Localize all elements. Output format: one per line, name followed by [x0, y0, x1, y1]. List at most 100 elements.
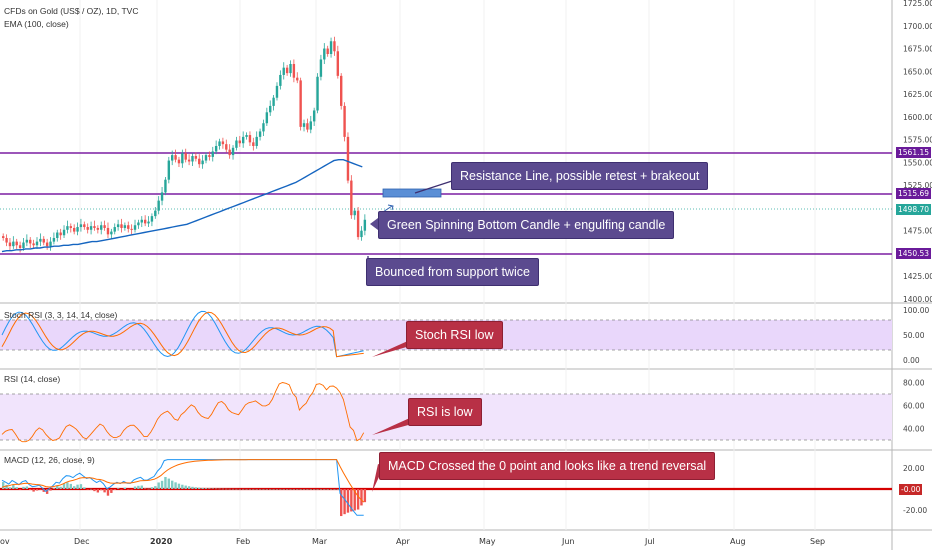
macd-histogram-bar: [296, 488, 299, 490]
macd-histogram-bar: [269, 488, 272, 490]
macd-histogram-bar: [79, 484, 83, 489]
candle: [12, 241, 15, 247]
macd-histogram-bar: [299, 488, 302, 490]
candle: [343, 105, 346, 137]
candle: [228, 149, 231, 156]
macd-histogram-bar: [306, 488, 309, 490]
macd-histogram-bar: [52, 488, 56, 489]
macd-annotation[interactable]: MACD Crossed the 0 point and looks like …: [379, 452, 716, 480]
candle: [363, 219, 367, 231]
bounced-annotation[interactable]: Bounced from support twice: [366, 258, 539, 286]
macd-histogram-bar: [282, 488, 285, 490]
candle: [106, 227, 110, 235]
macd-histogram-bar: [133, 486, 137, 489]
macd-histogram-bar: [29, 489, 32, 491]
macd-histogram-bar: [252, 488, 255, 490]
candle: [177, 159, 181, 164]
macd-histogram-bar: [147, 488, 150, 490]
candle: [258, 131, 262, 137]
ema-legend[interactable]: EMA (100, close): [4, 19, 69, 29]
macd-histogram-bar: [340, 489, 343, 517]
price-tick-label: 1575.00: [903, 136, 932, 145]
macd-histogram-bar: [66, 482, 69, 489]
macd-histogram-bar: [59, 486, 62, 489]
candle: [346, 136, 350, 181]
macd-histogram-bar: [181, 484, 184, 489]
macd-histogram-bar: [137, 485, 140, 489]
time-label: Dec: [74, 537, 90, 546]
candle: [221, 141, 225, 145]
candle: [59, 232, 62, 236]
candle: [248, 135, 252, 143]
macd-histogram-bar: [177, 483, 181, 489]
macd-histogram-bar: [157, 482, 160, 489]
time-label-nov: ov: [0, 537, 10, 546]
candle: [167, 160, 171, 180]
candle: [127, 225, 130, 229]
macd-histogram-bar: [120, 489, 123, 490]
macd-histogram-bar: [360, 489, 363, 506]
macd-histogram-bar: [167, 478, 171, 489]
candle: [319, 59, 323, 77]
macd-histogram-bar: [194, 487, 198, 489]
stoch-rsi-legend[interactable]: Stoch RSI (3, 3, 14, 14, close): [4, 310, 118, 320]
candle: [211, 151, 214, 157]
candle: [42, 238, 45, 243]
macd-histogram-bar: [110, 489, 113, 493]
candle: [29, 239, 32, 244]
candle: [194, 156, 198, 159]
candle: [184, 153, 187, 160]
macd-histogram-bar: [130, 489, 133, 490]
macd-histogram-bar: [333, 488, 336, 490]
macd-histogram-bar: [201, 487, 204, 489]
stoch-k-line: [1, 310, 364, 358]
macd-histogram-bar: [329, 488, 333, 490]
resistance-annotation[interactable]: Resistance Line, possible retest + brake…: [451, 162, 709, 190]
macd-histogram-bar: [265, 488, 269, 490]
macd-histogram-bar: [89, 488, 93, 490]
macd-histogram-bar: [245, 488, 248, 490]
time-label: May: [479, 537, 496, 546]
candle: [323, 48, 326, 60]
rsi-legend[interactable]: RSI (14, close): [4, 374, 61, 384]
time-label: Mar: [312, 537, 328, 546]
price-tick-label: 1400.00: [903, 295, 932, 304]
spinning-candle-annotation[interactable]: Green Spinning Bottom Candle + engulfing…: [378, 211, 675, 239]
macd-histogram-bar: [214, 488, 218, 490]
macd-histogram-bar: [150, 487, 154, 489]
price-tag-resistance: 1515.69: [896, 188, 932, 199]
macd-histogram-bar: [49, 489, 52, 491]
candle: [208, 155, 211, 157]
symbol-title[interactable]: CFDs on Gold (US$ / OZ), 1D, TVC: [4, 6, 139, 16]
macd-histogram-bar: [143, 488, 147, 490]
macd-legend[interactable]: MACD (12, 26, close, 9): [4, 455, 95, 465]
macd-histogram-bar: [326, 488, 329, 490]
macd-histogram-bar: [312, 488, 316, 490]
retest-zone-box[interactable]: [382, 188, 442, 198]
candle: [336, 51, 340, 76]
candle: [96, 227, 100, 230]
candle: [225, 144, 228, 150]
price-tick-label: 1675.00: [903, 45, 932, 54]
macd-histogram-bar: [241, 488, 245, 490]
candle: [245, 135, 248, 137]
macd-histogram-bar: [116, 488, 120, 489]
macd-histogram-bar: [93, 489, 96, 492]
macd-histogram-bar: [32, 489, 35, 492]
ema-line: [1, 158, 363, 253]
stoch-low-annotation[interactable]: Stoch RSI low: [406, 321, 503, 349]
candle: [312, 110, 316, 122]
macd-histogram-bar: [12, 484, 15, 489]
time-label: Apr: [396, 537, 410, 546]
candle: [25, 239, 29, 243]
macd-histogram-bar: [285, 488, 289, 490]
rsi-low-annotation[interactable]: RSI is low: [408, 398, 482, 426]
candle: [62, 229, 66, 236]
macd-histogram-bar: [225, 488, 228, 490]
price-axis[interactable]: 1725.00 1700.00 1675.00 1650.00 1625.00 1600.…: [903, 0, 932, 304]
macd-histogram-bar: [343, 489, 346, 515]
candle: [45, 242, 49, 247]
price-tag-support: 1450.53: [896, 248, 932, 259]
rsi-line: [1, 382, 365, 443]
time-label: Aug: [730, 537, 746, 546]
